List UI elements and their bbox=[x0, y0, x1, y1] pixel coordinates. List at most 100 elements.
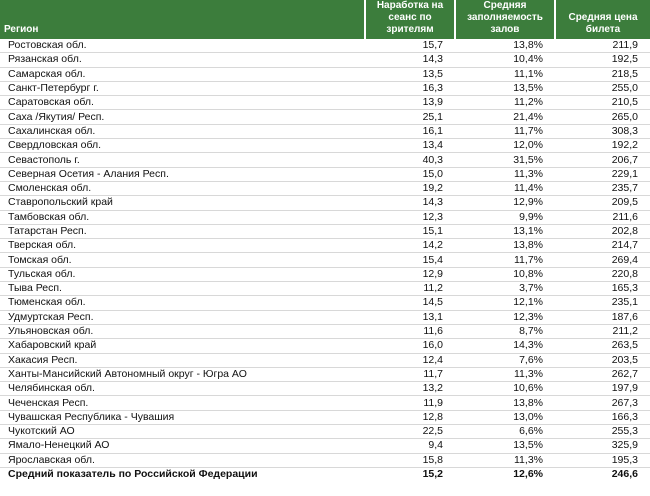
value-cell: 12,0% bbox=[455, 138, 555, 154]
value-cell: 15,1 bbox=[365, 224, 455, 240]
value-cell: 9,4 bbox=[365, 438, 455, 454]
value-cell: 12,1% bbox=[455, 295, 555, 311]
table-row: Смоленская обл. 19,2 11,4% 235,7 bbox=[0, 181, 650, 197]
value-cell: 11,7% bbox=[455, 124, 555, 140]
value-cell: 11,6 bbox=[365, 324, 455, 340]
value-cell: 265,0 bbox=[555, 109, 650, 125]
region-cell: Ханты-Мансийский Автономный округ - Югра… bbox=[0, 367, 365, 383]
value-cell: 325,9 bbox=[555, 438, 650, 454]
value-cell: 13,8% bbox=[455, 395, 555, 411]
table-row: Томская обл. 15,4 11,7% 269,4 bbox=[0, 252, 650, 268]
table-row: Хакасия Респ. 12,4 7,6% 203,5 bbox=[0, 353, 650, 368]
value-cell: 267,3 bbox=[555, 395, 650, 411]
value-cell: 11,4% bbox=[455, 181, 555, 197]
region-cell: Хабаровский край bbox=[0, 338, 365, 354]
value-cell: 16,0 bbox=[365, 338, 455, 354]
value-cell: 218,5 bbox=[555, 67, 650, 82]
table-row: Хабаровский край 16,0 14,3% 263,5 bbox=[0, 338, 650, 354]
total-row: Средний показатель по Российской Федерац… bbox=[0, 467, 650, 481]
value-cell: 12,9 bbox=[365, 267, 455, 283]
value-cell: 12,8 bbox=[365, 410, 455, 426]
value-cell: 13,5% bbox=[455, 81, 555, 97]
value-cell: 11,3% bbox=[455, 367, 555, 383]
value-cell: 10,4% bbox=[455, 52, 555, 68]
value-cell: 19,2 bbox=[365, 181, 455, 197]
value-cell: 229,1 bbox=[555, 167, 650, 182]
table-row: Свердловская обл. 13,4 12,0% 192,2 bbox=[0, 138, 650, 154]
table-row: Ханты-Мансийский Автономный округ - Югра… bbox=[0, 367, 650, 383]
value-cell: 8,7% bbox=[455, 324, 555, 340]
value-cell: 9,9% bbox=[455, 210, 555, 225]
table-row: Тульская обл. 12,9 10,8% 220,8 bbox=[0, 267, 650, 283]
region-cell: Северная Осетия - Алания Респ. bbox=[0, 167, 365, 182]
value-cell: 211,9 bbox=[555, 39, 650, 54]
table-row: Удмуртская Респ. 13,1 12,3% 187,6 bbox=[0, 310, 650, 325]
value-cell: 11,3% bbox=[455, 453, 555, 468]
value-cell: 12,3% bbox=[455, 310, 555, 325]
table-row: Татарстан Респ. 15,1 13,1% 202,8 bbox=[0, 224, 650, 240]
value-cell: 15,4 bbox=[365, 252, 455, 268]
value-cell: 269,4 bbox=[555, 252, 650, 268]
value-cell: 12,6% bbox=[513, 468, 543, 481]
value-cell: 10,6% bbox=[455, 381, 555, 397]
region-cell: Средний показатель по Российской Федерац… bbox=[8, 468, 258, 481]
region-cell: Ярославская обл. bbox=[0, 453, 365, 468]
value-cell: 15,2 bbox=[422, 468, 443, 481]
region-cell: Ставропольский край bbox=[0, 195, 365, 211]
value-cell: 192,2 bbox=[555, 138, 650, 154]
data-table: Регион Наработка на сеанс по зрителям Сред… bbox=[0, 0, 650, 481]
value-cell: 31,5% bbox=[455, 152, 555, 168]
region-cell: Ямало-Ненецкий АО bbox=[0, 438, 365, 454]
value-cell: 6,6% bbox=[455, 424, 555, 440]
column-header: Средняя заполняемость залов bbox=[454, 0, 555, 39]
value-cell: 11,3% bbox=[455, 167, 555, 182]
value-cell: 192,5 bbox=[555, 52, 650, 68]
value-cell: 10,8% bbox=[455, 267, 555, 283]
table-row: Севастополь г. 40,3 31,5% 206,7 bbox=[0, 152, 650, 168]
region-cell: Хакасия Респ. bbox=[0, 353, 365, 368]
region-cell: Татарстан Респ. bbox=[0, 224, 365, 240]
region-cell: Томская обл. bbox=[0, 252, 365, 268]
header-row: Регион Наработка на сеанс по зрителям Сред… bbox=[0, 0, 650, 39]
region-cell: Тульская обл. bbox=[0, 267, 365, 283]
value-cell: 187,6 bbox=[555, 310, 650, 325]
value-cell: 11,2 bbox=[365, 281, 455, 297]
table-row: Тюменская обл. 14,5 12,1% 235,1 bbox=[0, 295, 650, 311]
value-cell: 263,5 bbox=[555, 338, 650, 354]
value-cell: 202,8 bbox=[555, 224, 650, 240]
value-cell: 14,3% bbox=[455, 338, 555, 354]
region-cell: Самарская обл. bbox=[0, 67, 365, 82]
value-cell: 15,0 bbox=[365, 167, 455, 182]
table-row: Тверская обл. 14,2 13,8% 214,7 bbox=[0, 238, 650, 254]
table-row: Саратовская обл. 13,9 11,2% 210,5 bbox=[0, 95, 650, 111]
value-cell: 13,4 bbox=[365, 138, 455, 154]
value-cell: 211,2 bbox=[555, 324, 650, 340]
table-row: Рязанская обл. 14,3 10,4% 192,5 bbox=[0, 52, 650, 68]
value-cell: 14,3 bbox=[365, 195, 455, 211]
table-row: Чувашская Республика - Чувашия 12,8 13,0% 1… bbox=[0, 410, 650, 426]
region-cell: Санкт-Петербург г. bbox=[0, 81, 365, 97]
region-cell: Рязанская обл. bbox=[0, 52, 365, 68]
value-cell: 14,5 bbox=[365, 295, 455, 311]
region-cell: Тамбовская обл. bbox=[0, 210, 365, 225]
region-cell: Тюменская обл. bbox=[0, 295, 365, 311]
region-cell: Челябинская обл. bbox=[0, 381, 365, 397]
table-row: Самарская обл. 13,5 11,1% 218,5 bbox=[0, 67, 650, 82]
region-cell: Чукотский АО bbox=[0, 424, 365, 440]
value-cell: 255,3 bbox=[555, 424, 650, 440]
value-cell: 11,9 bbox=[365, 395, 455, 411]
value-cell: 16,1 bbox=[365, 124, 455, 140]
region-cell: Сахалинская обл. bbox=[0, 124, 365, 140]
value-cell: 210,5 bbox=[555, 95, 650, 111]
region-cell: Ульяновская обл. bbox=[0, 324, 365, 340]
value-cell: 214,7 bbox=[555, 238, 650, 254]
value-cell: 13,1% bbox=[455, 224, 555, 240]
table-row: Челябинская обл. 13,2 10,6% 197,9 bbox=[0, 381, 650, 397]
value-cell: 211,6 bbox=[555, 210, 650, 225]
value-cell: 165,3 bbox=[555, 281, 650, 297]
value-cell: 13,1 bbox=[365, 310, 455, 325]
value-cell: 220,8 bbox=[555, 267, 650, 283]
value-cell: 246,6 bbox=[611, 468, 638, 481]
value-cell: 14,3 bbox=[365, 52, 455, 68]
